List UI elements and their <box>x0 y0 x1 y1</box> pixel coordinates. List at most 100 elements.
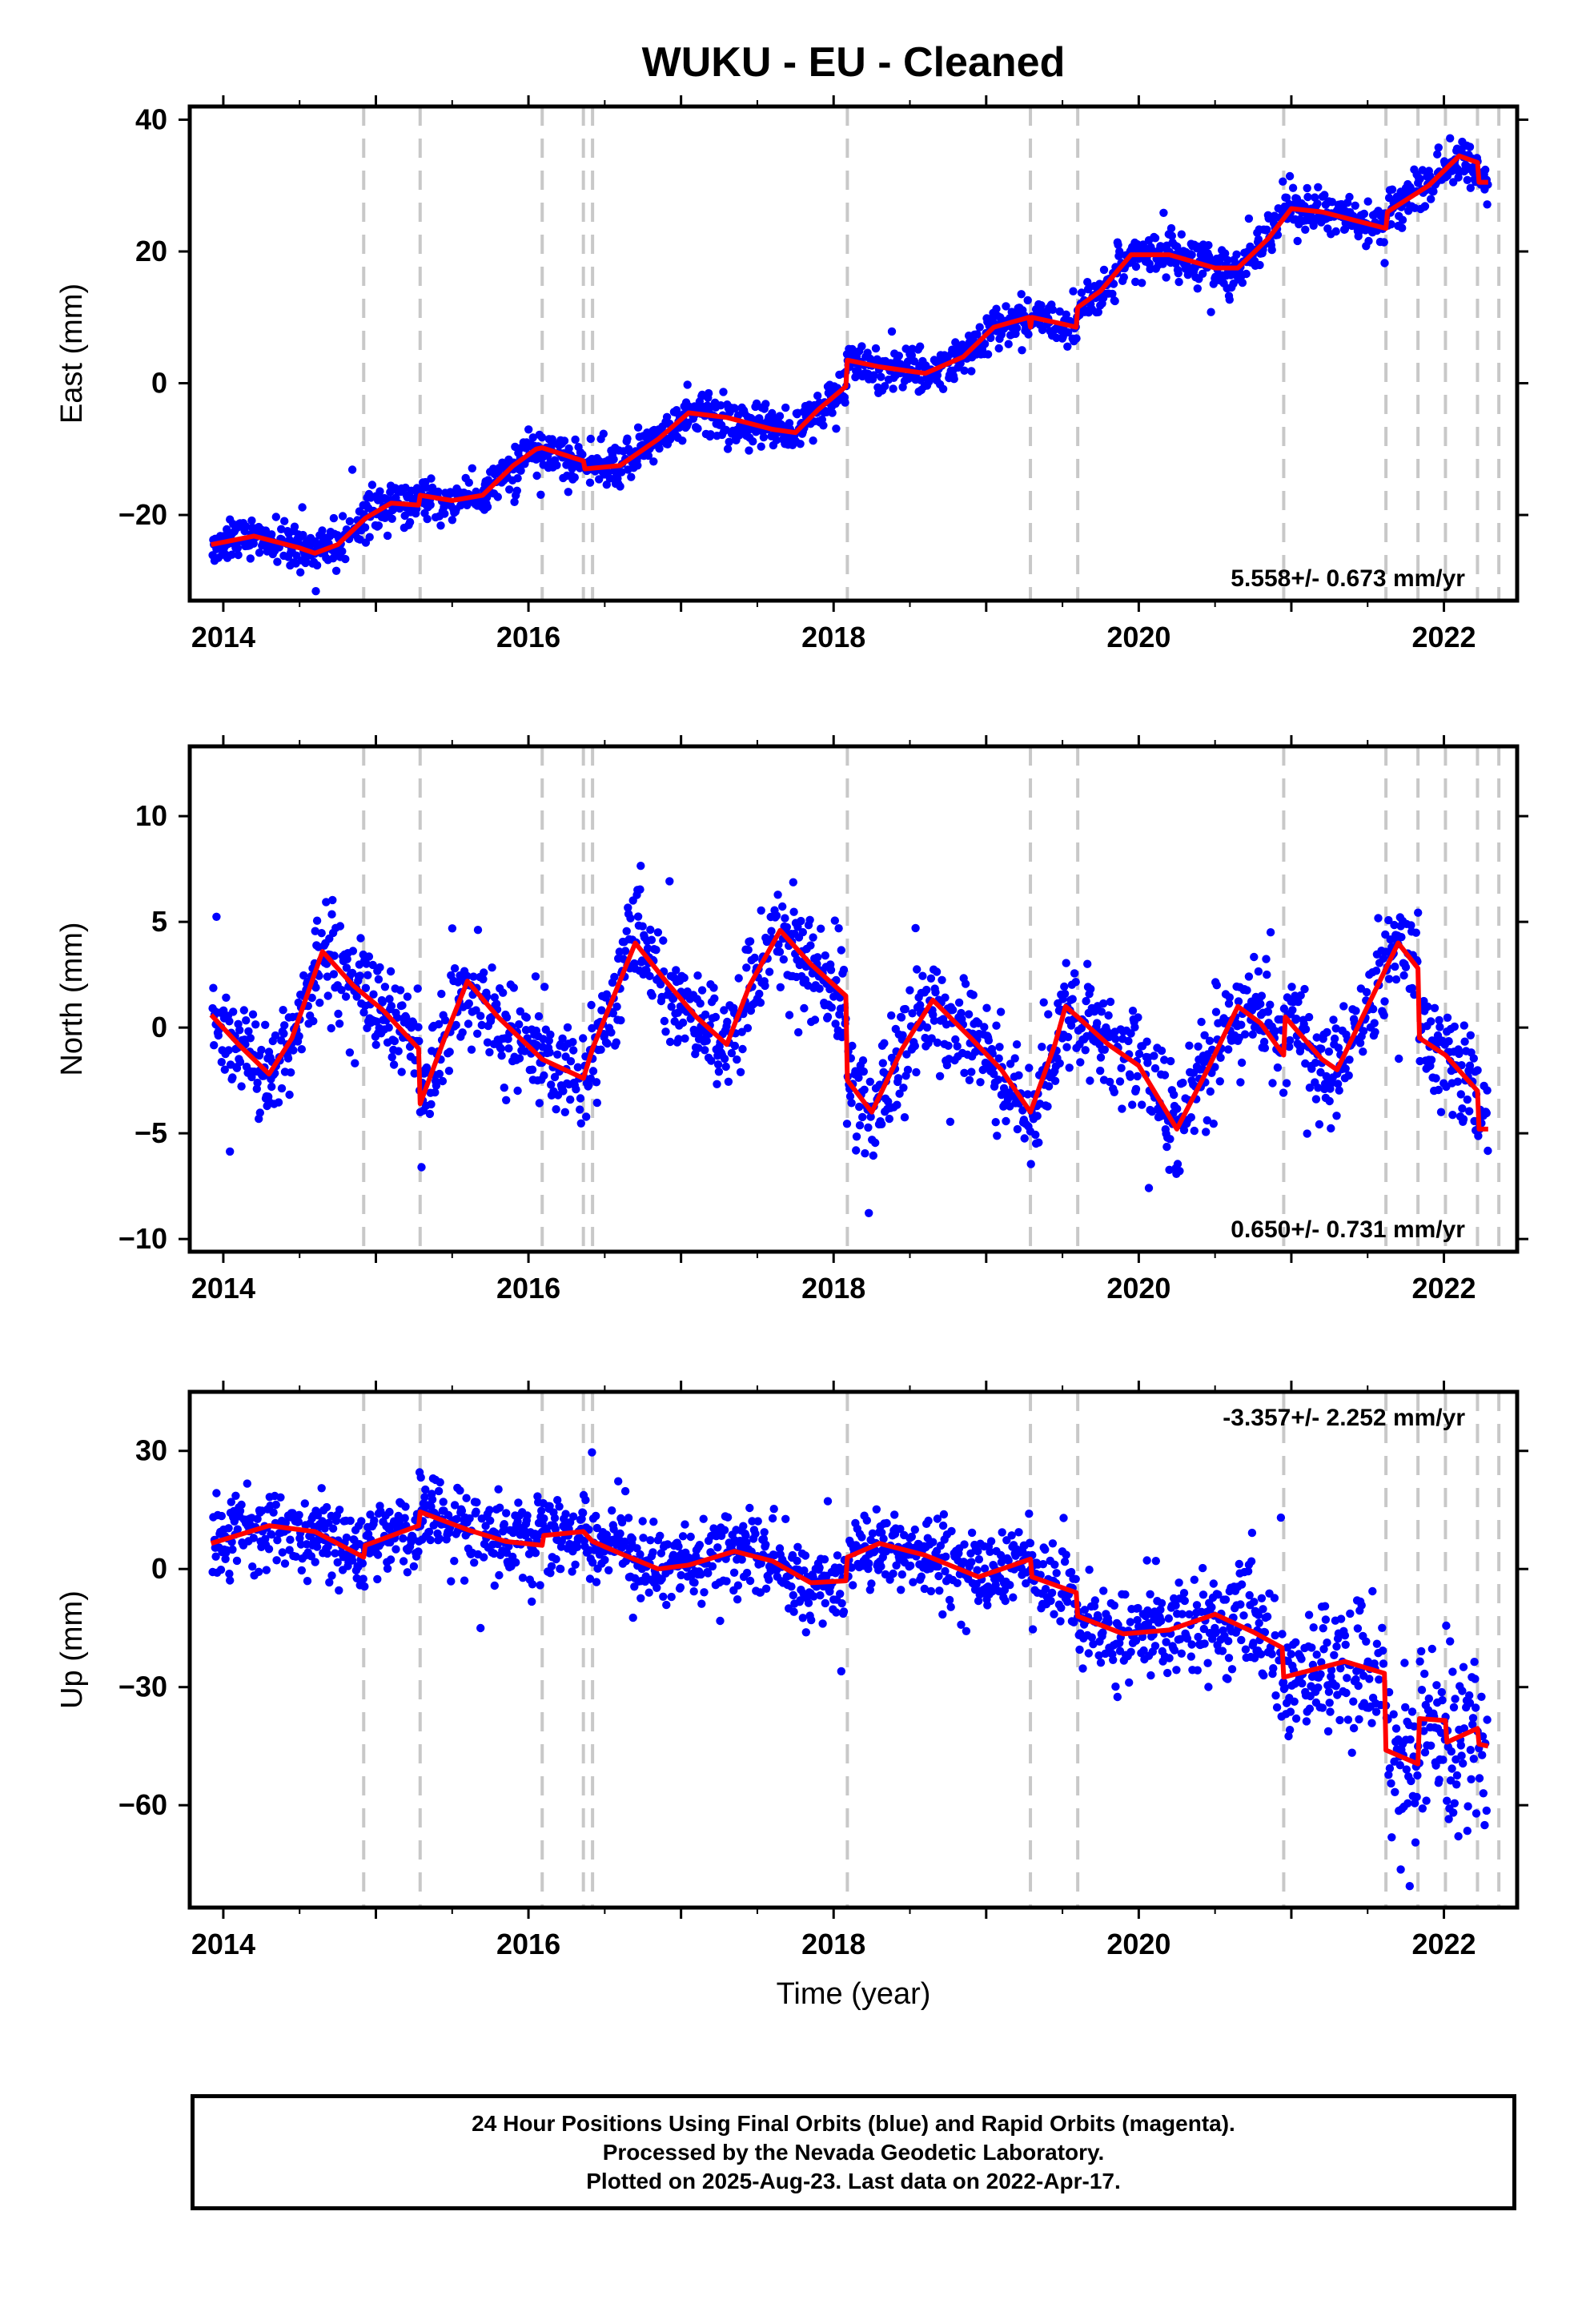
data-point <box>1327 198 1337 207</box>
data-point <box>383 1564 392 1574</box>
data-point <box>717 401 725 410</box>
data-point <box>659 1592 668 1602</box>
data-point <box>1115 247 1124 256</box>
data-point <box>1315 1120 1324 1129</box>
data-point <box>309 1016 318 1026</box>
data-point <box>295 1510 303 1520</box>
data-point <box>1211 1063 1219 1072</box>
data-point <box>818 1619 827 1628</box>
data-point <box>810 1015 820 1024</box>
data-point <box>929 1538 938 1546</box>
data-point <box>1104 1618 1113 1627</box>
data-point <box>833 1551 842 1560</box>
data-point <box>1001 1596 1010 1606</box>
data-point <box>1000 1586 1010 1594</box>
data-point <box>255 1567 263 1577</box>
data-point <box>816 924 825 933</box>
data-point <box>1401 963 1411 971</box>
data-point <box>500 1084 508 1092</box>
data-point <box>1344 1071 1353 1080</box>
data-point <box>537 1506 546 1515</box>
data-point <box>789 878 797 887</box>
data-point <box>984 1036 994 1045</box>
data-point <box>765 967 774 976</box>
data-point <box>1244 972 1254 981</box>
data-point <box>1257 1594 1267 1603</box>
data-point <box>967 1068 976 1076</box>
data-point <box>983 1601 992 1610</box>
data-point <box>755 989 764 999</box>
data-point <box>930 1016 939 1025</box>
data-point <box>477 1020 486 1030</box>
data-point <box>323 1549 332 1558</box>
y-tick-label: −20 <box>118 498 167 531</box>
data-point <box>959 1558 968 1566</box>
data-point <box>976 1078 985 1087</box>
data-point <box>656 1549 666 1558</box>
data-point <box>311 1558 319 1566</box>
data-point <box>720 1054 729 1063</box>
data-point <box>897 1586 905 1594</box>
data-point <box>661 1027 670 1036</box>
data-point <box>283 1054 293 1063</box>
data-point <box>1216 1053 1225 1063</box>
data-point <box>922 985 931 995</box>
data-point <box>1291 1014 1301 1023</box>
data-point <box>706 430 715 439</box>
data-point <box>744 945 753 955</box>
data-point <box>435 1069 444 1079</box>
data-point <box>973 330 982 339</box>
data-point <box>750 953 759 963</box>
data-point <box>880 1039 889 1047</box>
data-point <box>1106 1077 1114 1087</box>
data-point <box>827 1003 837 1012</box>
data-point <box>742 963 751 972</box>
data-point <box>980 340 990 348</box>
data-point <box>1323 1638 1331 1647</box>
data-point <box>226 1147 235 1156</box>
data-point <box>497 1051 506 1060</box>
data-point <box>1465 143 1475 151</box>
data-point <box>479 975 488 984</box>
data-point <box>939 1510 949 1519</box>
data-point <box>528 433 537 442</box>
data-point <box>896 1525 905 1534</box>
data-point <box>462 1494 471 1502</box>
data-point <box>387 1002 396 1011</box>
data-point <box>887 327 897 336</box>
data-point <box>1237 1635 1246 1645</box>
data-point <box>1237 1020 1246 1029</box>
data-point <box>277 525 286 533</box>
data-point <box>787 1582 796 1591</box>
data-point <box>1255 1618 1263 1628</box>
data-point <box>1037 301 1046 310</box>
data-point <box>210 1041 219 1050</box>
data-point <box>516 466 525 475</box>
data-point <box>585 1574 595 1583</box>
data-point <box>1133 1615 1142 1625</box>
data-point <box>800 1566 809 1575</box>
data-point <box>905 986 914 995</box>
data-point <box>617 468 626 476</box>
data-point <box>1062 310 1070 319</box>
data-point <box>821 1598 830 1608</box>
data-point <box>1272 1703 1282 1712</box>
data-point <box>234 550 243 560</box>
data-point <box>331 616 339 624</box>
data-point <box>1134 1603 1142 1613</box>
data-point <box>267 1082 276 1092</box>
data-point <box>371 1040 380 1049</box>
data-point <box>1384 975 1394 983</box>
y-axis-label: East (mm) <box>55 283 89 424</box>
data-point <box>1038 1560 1048 1569</box>
data-point <box>1004 340 1013 348</box>
data-point <box>723 444 733 453</box>
data-point <box>1301 225 1310 234</box>
data-point <box>1466 1031 1476 1040</box>
data-point <box>345 1048 355 1057</box>
data-point <box>879 1534 888 1543</box>
data-point <box>1263 225 1271 234</box>
data-point <box>1224 1637 1233 1646</box>
data-point <box>1039 998 1048 1007</box>
